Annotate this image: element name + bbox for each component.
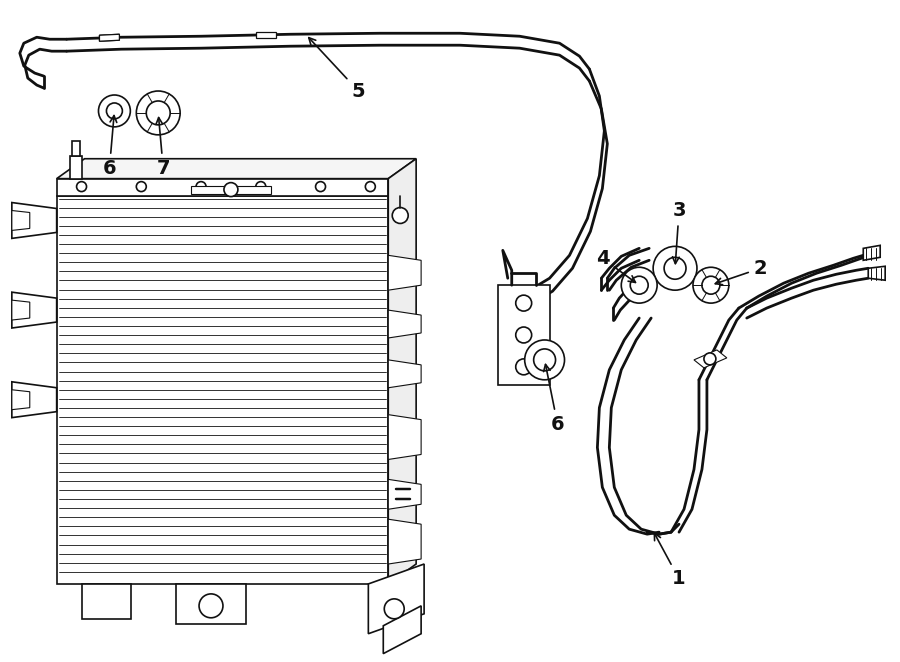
Polygon shape [388,414,421,459]
Polygon shape [57,195,388,584]
Text: 4: 4 [596,249,635,283]
Circle shape [534,349,555,371]
Polygon shape [388,479,421,509]
Polygon shape [12,300,30,320]
Polygon shape [12,292,57,328]
Polygon shape [69,156,82,179]
Polygon shape [12,211,30,230]
Polygon shape [82,584,131,619]
Polygon shape [388,519,421,564]
Polygon shape [863,246,880,260]
Polygon shape [100,34,120,41]
Polygon shape [176,584,246,624]
Circle shape [76,181,86,191]
Circle shape [630,276,648,294]
Text: 3: 3 [672,201,686,263]
Circle shape [653,246,697,290]
Circle shape [384,599,404,619]
Polygon shape [12,382,57,418]
Polygon shape [388,256,421,290]
Polygon shape [12,390,30,410]
Polygon shape [57,159,416,179]
Polygon shape [388,360,421,388]
Polygon shape [72,141,79,156]
Circle shape [621,267,657,303]
Polygon shape [388,310,421,338]
Polygon shape [100,34,120,41]
Polygon shape [368,564,424,634]
Polygon shape [57,179,388,195]
Circle shape [516,295,532,311]
Circle shape [525,340,564,380]
Circle shape [106,103,122,119]
Circle shape [702,276,720,294]
Circle shape [98,95,130,127]
Polygon shape [388,159,416,584]
Circle shape [224,183,238,197]
Polygon shape [256,32,275,38]
Circle shape [136,91,180,135]
Circle shape [136,181,147,191]
Polygon shape [12,203,57,238]
Text: 5: 5 [309,38,365,101]
Circle shape [316,181,326,191]
Circle shape [693,267,729,303]
Text: 2: 2 [716,259,768,285]
Polygon shape [383,606,421,653]
Circle shape [147,101,170,125]
Circle shape [516,359,532,375]
Circle shape [256,181,266,191]
Circle shape [199,594,223,618]
Polygon shape [694,350,727,368]
Circle shape [196,181,206,191]
Circle shape [516,327,532,343]
Text: 7: 7 [156,118,170,177]
Circle shape [365,181,375,191]
Polygon shape [191,185,271,193]
Circle shape [392,207,409,224]
Circle shape [664,258,686,279]
Bar [498,285,550,385]
Text: 1: 1 [654,534,686,589]
Text: 6: 6 [544,364,564,434]
Text: 6: 6 [103,116,117,177]
Polygon shape [868,266,886,280]
Circle shape [704,353,716,365]
